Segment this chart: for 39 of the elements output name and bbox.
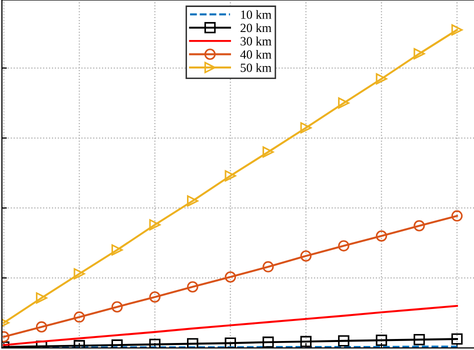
point: [414, 334, 425, 346]
point: [414, 48, 425, 60]
legend-label: 30 km: [240, 36, 272, 46]
point: [414, 220, 425, 232]
point: [338, 97, 350, 109]
point: [262, 261, 274, 272]
legend-label: 10 km: [241, 10, 272, 19]
point: [149, 291, 160, 303]
point: [187, 281, 198, 292]
legend-label: 20 km: [240, 23, 272, 32]
point: [224, 338, 236, 348]
point: [451, 24, 463, 36]
point: [451, 210, 463, 222]
point: [149, 338, 160, 348]
point: [74, 311, 85, 323]
point: [111, 301, 123, 313]
point: [187, 195, 198, 207]
point: [111, 244, 123, 256]
point: [262, 336, 274, 348]
point: [338, 240, 350, 252]
point: [262, 146, 274, 158]
point: [300, 336, 312, 348]
point: [36, 321, 48, 333]
point: [187, 338, 198, 348]
point: [111, 339, 123, 348]
point: [451, 333, 463, 345]
legend-label: 50 km: [240, 63, 272, 72]
point: [300, 250, 312, 262]
point: [224, 170, 236, 182]
point: [338, 335, 350, 347]
point: [224, 271, 236, 283]
point: [149, 219, 160, 230]
point: [376, 334, 388, 346]
legend-label: 40 km: [240, 50, 272, 59]
point: [74, 268, 85, 280]
point: [36, 292, 48, 304]
point: [300, 122, 312, 134]
point: [376, 230, 388, 242]
point: [376, 73, 388, 84]
